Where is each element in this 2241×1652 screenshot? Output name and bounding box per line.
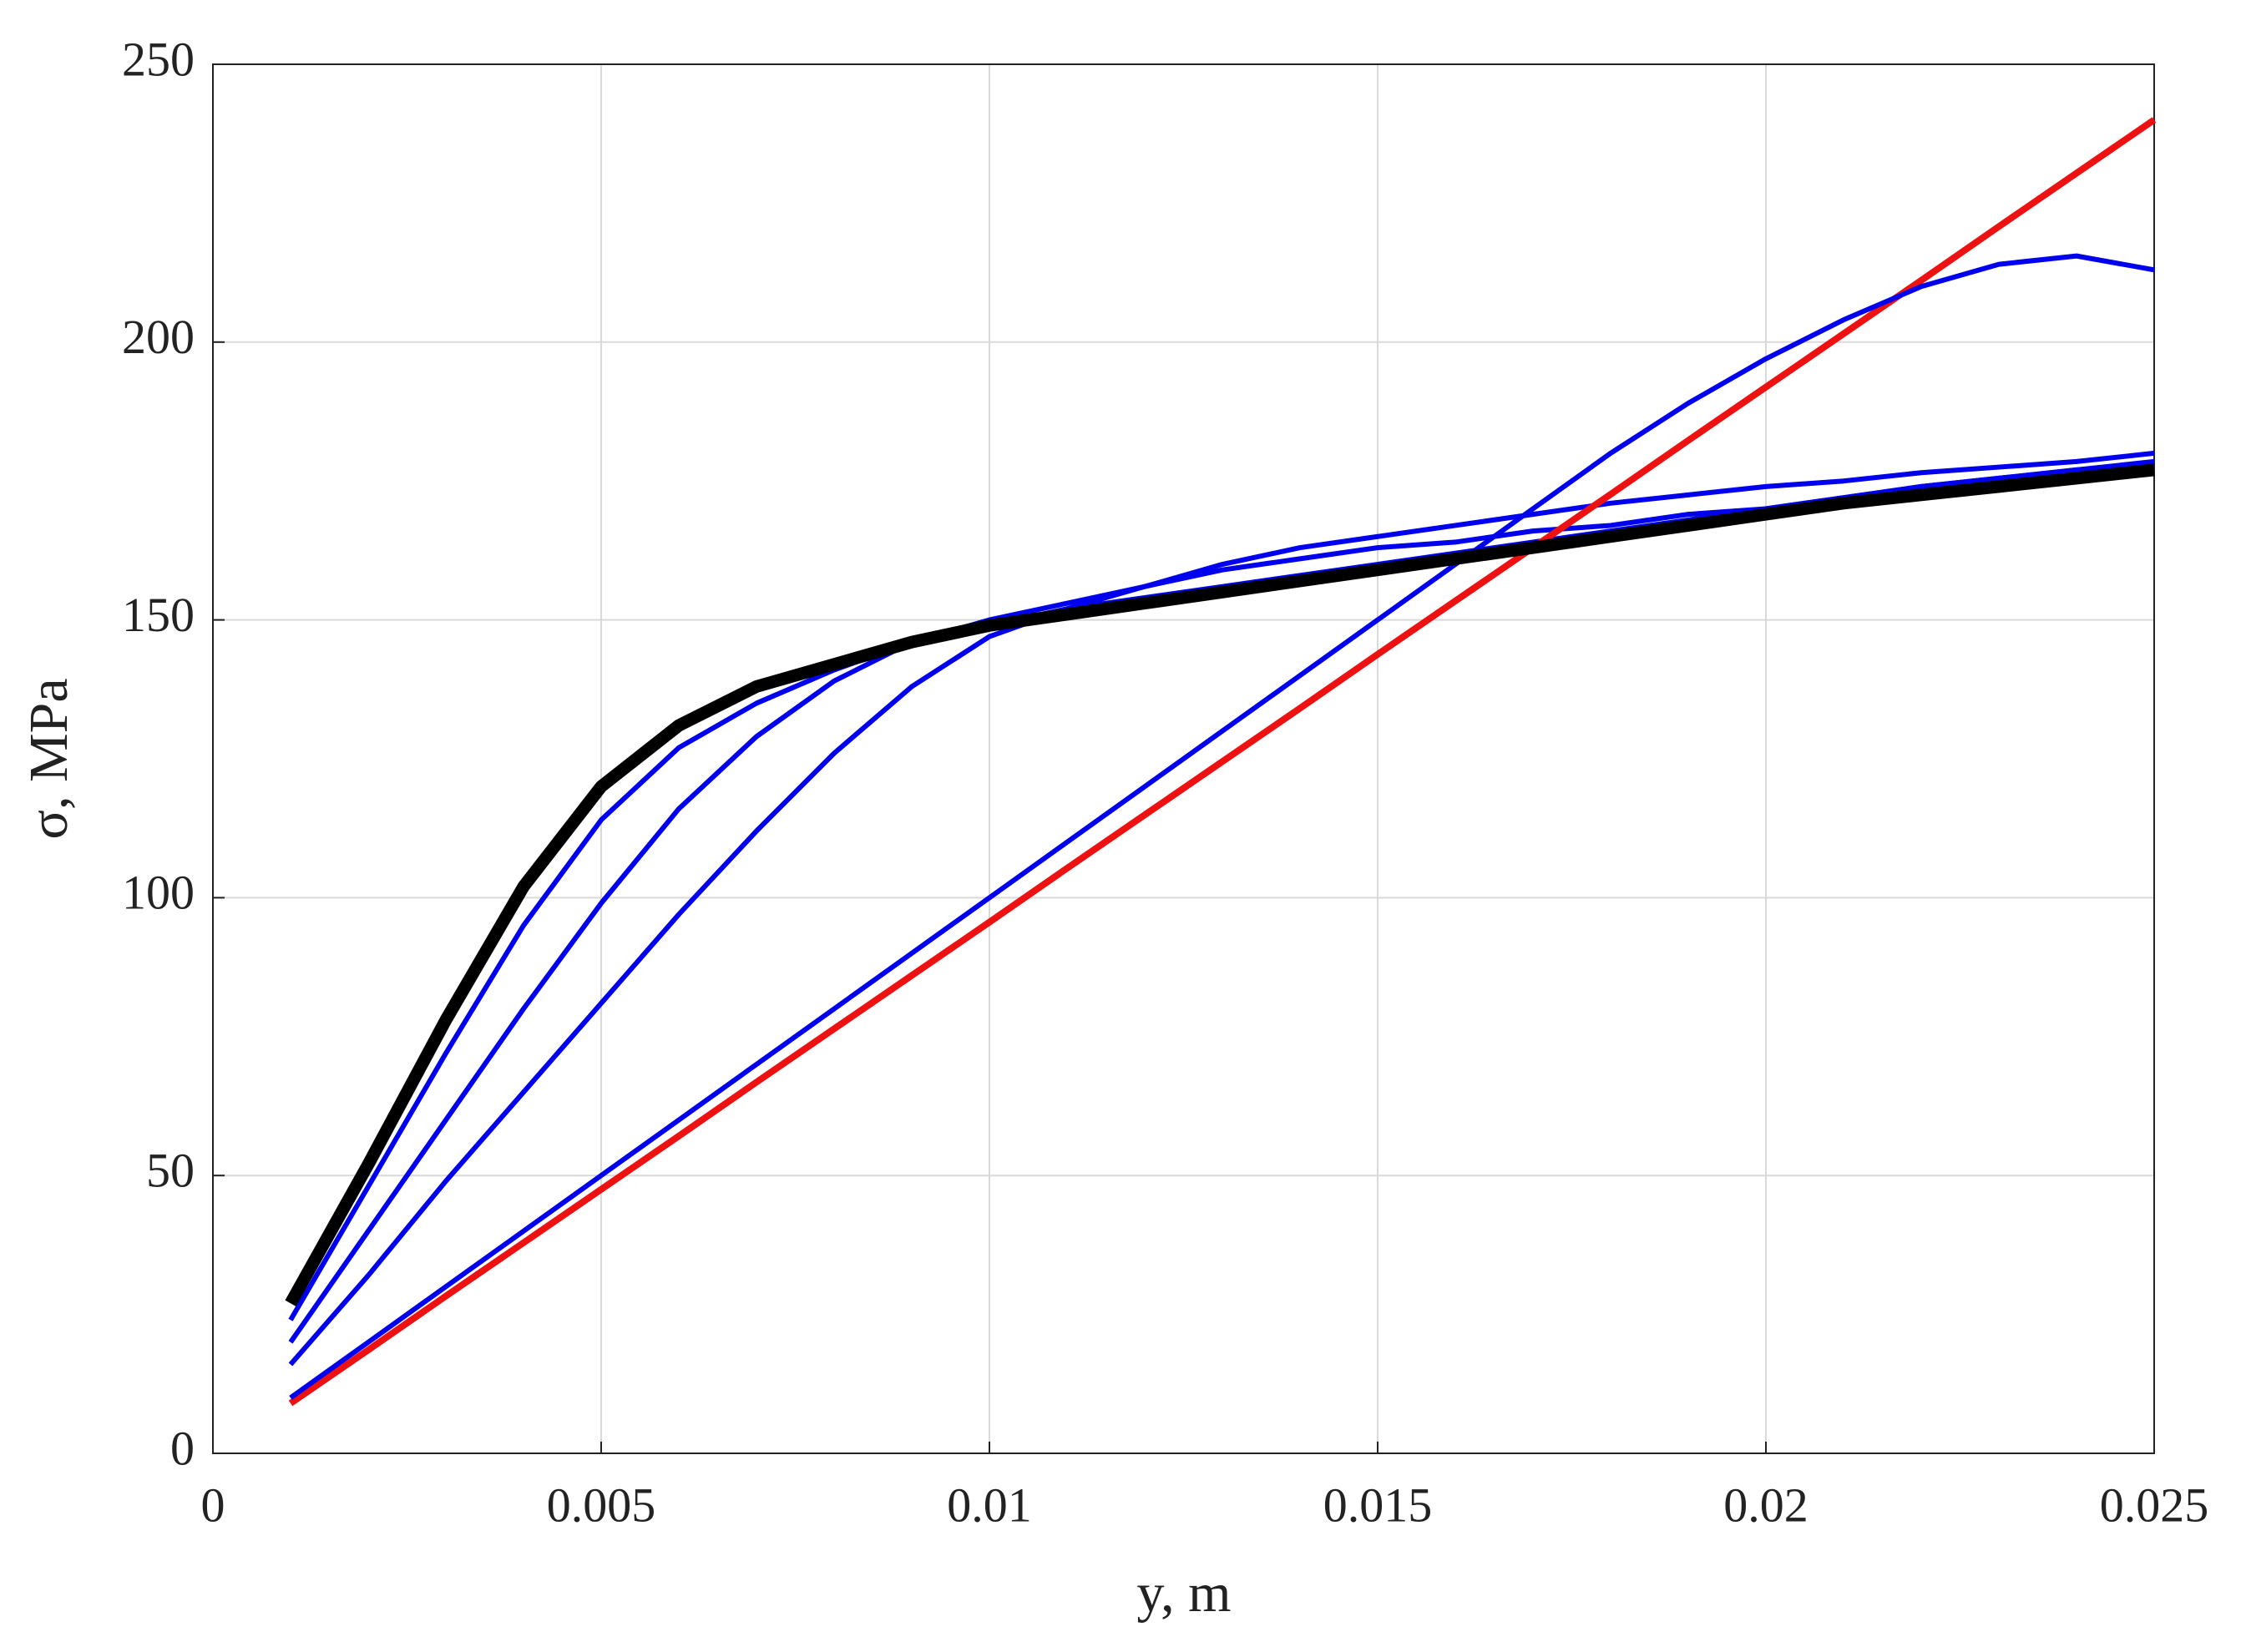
x-tick-label: 0.025 [2100,1478,2209,1532]
y-axis-label: σ, MPa [18,678,79,839]
x-tick-label: 0.015 [1323,1478,1433,1532]
line-series [288,462,2155,1367]
x-tick-label: 0.02 [1723,1478,1808,1532]
x-tick-label: 0 [201,1478,225,1532]
x-tick-label: 0.01 [947,1478,1032,1532]
y-tick-label: 150 [122,588,195,642]
line-series [289,253,2155,1400]
plot-frame [212,63,2155,1454]
line-series [285,463,2155,1306]
y-tick-label: 200 [122,310,195,364]
y-tick-label: 0 [170,1421,195,1475]
x-tick-label: 0.005 [547,1478,656,1532]
y-tick-label: 50 [146,1144,195,1198]
y-tick-label: 100 [122,866,195,920]
line-series [288,450,2155,1344]
x-axis-label: y, m [1136,1563,1231,1624]
line-series [288,117,2157,1407]
y-tick-label: 250 [122,32,195,86]
